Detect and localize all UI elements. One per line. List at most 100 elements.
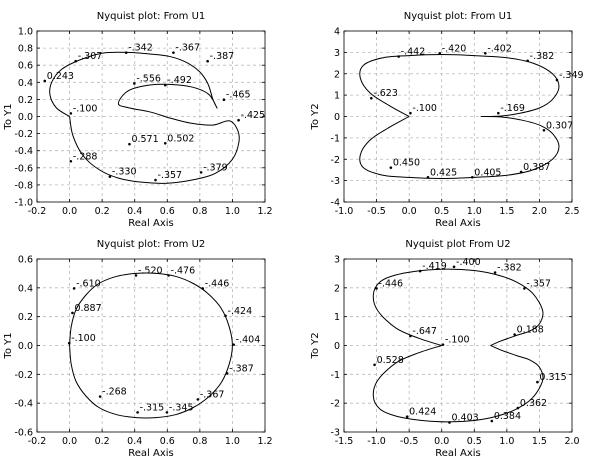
y-tick-label: -3: [331, 428, 340, 439]
frequency-point: [373, 363, 376, 367]
frequency-label: -.382: [497, 263, 522, 274]
x-tick-label: 0.4: [127, 206, 142, 217]
y-tick-label: -3: [331, 176, 340, 187]
nyquist-curve-2: [372, 345, 544, 423]
frequency-point: [232, 343, 235, 346]
frequency-label: -.520: [138, 265, 163, 276]
frequency-label: -.349: [559, 70, 584, 81]
frequency-point: [409, 111, 412, 115]
y-tick-label: 0.0: [18, 341, 33, 352]
x-axis-label: Real Axis: [128, 218, 173, 229]
nyquist-curve-1: [69, 272, 233, 419]
frequency-point: [389, 166, 393, 169]
y-tick-label: 0.6: [18, 255, 33, 266]
x-tick-label: 0.6: [160, 436, 175, 447]
frequency-label: 0.307: [546, 120, 573, 131]
y-tick-label: 0: [334, 341, 340, 352]
frequency-label: 0.571: [131, 134, 158, 145]
frequency-label: -.315: [140, 402, 165, 413]
frequency-point: [43, 79, 47, 83]
x-tick-label: 0.8: [192, 436, 207, 447]
y-tick-label: -1: [331, 133, 340, 144]
chart-panel-2: -1.0 -0.5 0.0 0.5 1.0 1.5 2.0 2.5 -4 -3 -2 -1 0 1 2 3 4 N…: [310, 11, 584, 229]
frequency-point: [397, 55, 400, 58]
y-tick-label: 0.4: [18, 283, 33, 294]
frequency-label: -.446: [205, 278, 230, 289]
frequency-point: [536, 380, 539, 384]
frequency-label: 0.403: [451, 412, 478, 423]
frequency-label: -.330: [112, 167, 137, 178]
frequency-point: [237, 118, 240, 122]
y-tick-label: -2: [331, 399, 340, 410]
frequency-point: [134, 274, 138, 277]
frequency-label: -.357: [158, 170, 183, 181]
x-tick-label: 1.5: [532, 436, 547, 447]
frequency-point: [375, 287, 378, 290]
x-tick-label: -0.2: [28, 206, 47, 217]
frequency-point: [172, 51, 175, 54]
frequency-label: -.446: [379, 278, 404, 289]
x-tick-label: 1.0: [499, 436, 514, 447]
frequency-label: 0.528: [377, 355, 404, 366]
frequency-point: [470, 175, 474, 179]
frequency-label: -.420: [442, 43, 467, 54]
x-tick-label: 0.0: [62, 436, 77, 447]
nyquist-curve-2: [359, 116, 560, 180]
frequency-label: -.307: [78, 51, 103, 62]
frequency-label: -.357: [526, 278, 551, 289]
frequency-point: [409, 334, 412, 338]
frequency-point: [167, 274, 170, 277]
y-tick-label: 2: [334, 69, 340, 80]
x-axis-label: Real Axis: [128, 448, 173, 459]
frequency-label: 0.315: [539, 372, 566, 383]
frequency-label: -.387: [210, 51, 235, 62]
y-tick-label: -1: [331, 370, 340, 381]
frequency-label: -.268: [102, 387, 127, 398]
frequency-label: -.465: [226, 90, 251, 101]
frequency-point: [163, 141, 167, 145]
frequency-point: [542, 128, 546, 132]
frequency-label: -.419: [422, 261, 447, 272]
frequency-point: [452, 265, 456, 269]
x-tick-label: -1.0: [335, 206, 354, 217]
y-tick-label: -0.2: [14, 370, 33, 381]
frequency-point: [438, 52, 442, 55]
x-tick-label: 1.2: [257, 436, 272, 447]
y-tick-label: 0.0: [18, 112, 33, 123]
x-tick-label: -1.0: [367, 436, 386, 447]
frequency-point: [163, 83, 167, 87]
x-tick-label: 1.0: [467, 206, 482, 217]
frequency-label: -.610: [76, 278, 101, 289]
frequency-point: [523, 287, 526, 290]
frequency-point: [497, 111, 500, 115]
frequency-label: -.169: [500, 103, 525, 114]
frequency-point: [201, 287, 205, 290]
y-tick-label: -0.6: [14, 163, 33, 174]
frequency-point: [196, 398, 200, 401]
frequency-point: [426, 175, 430, 179]
frequency-label: -.345: [169, 402, 194, 413]
frequency-point: [222, 98, 226, 101]
frequency-point: [72, 287, 76, 290]
x-tick-label: 1.2: [257, 206, 272, 217]
x-tick-label: 0.2: [95, 436, 110, 447]
x-axis-label: Real Axis: [435, 218, 480, 229]
chart-panel-4: -1.5 -1.0 -0.5 0.0 0.5 1.0 1.5 2.0 -3 -2 -1 0 1 2 3 Nyq…: [310, 239, 580, 459]
x-tick-label: -0.2: [28, 436, 47, 447]
chart-panel-3: -0.2 0.0 0.2 0.4 0.6 0.8 1.0 1.2 -0.6 -0.4 -0.2 0.0…: [3, 239, 273, 459]
x-tick-label: 1.0: [225, 206, 240, 217]
y-tick-label: 0.2: [18, 312, 33, 323]
frequency-point: [74, 59, 78, 63]
frequency-point: [154, 178, 157, 182]
frequency-label: 0.405: [474, 167, 501, 178]
frequency-label: -.382: [530, 51, 555, 62]
y-tick-label: 0.2: [18, 95, 33, 106]
frequency-label: 0.384: [494, 411, 521, 422]
chart-title: Nyquist plot From U2: [405, 239, 510, 250]
y-tick-label: -0.4: [14, 399, 33, 410]
frequency-label: -.623: [373, 88, 398, 99]
frequency-label: -.492: [167, 75, 192, 86]
y-tick-label: -4: [331, 198, 340, 209]
x-tick-label: -1.5: [335, 436, 354, 447]
x-tick-label: 0.5: [467, 436, 482, 447]
